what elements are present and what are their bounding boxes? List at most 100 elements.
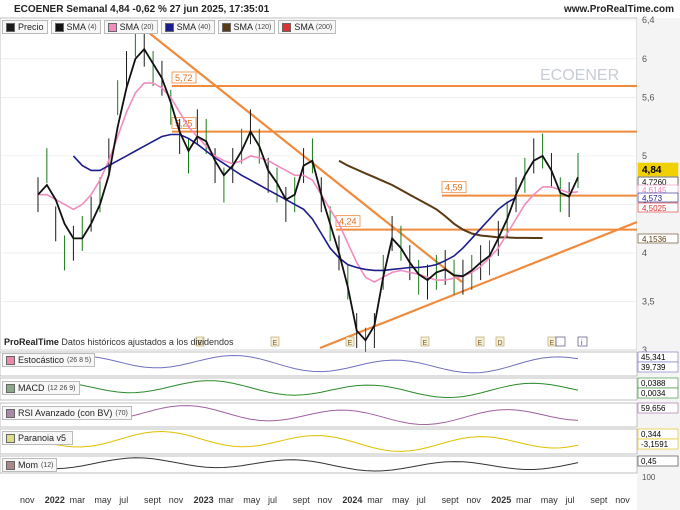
x-tick-label: mar (367, 495, 383, 505)
panel-label-paranoia[interactable]: Paranoia v5 (2, 431, 74, 445)
x-tick-label: may (541, 495, 559, 505)
legend-sma40[interactable]: SMA (40) (160, 20, 215, 34)
indicator-value: 0,344 (641, 430, 662, 439)
y-tick-label: 5 (642, 151, 647, 161)
level-label: 5,25 (175, 119, 193, 129)
sma4-line (37, 47, 579, 342)
adjusted-note: Datos históricos ajustados a los dividen… (61, 337, 234, 347)
x-tick-label: jul (267, 495, 277, 505)
calendar-icon (555, 336, 566, 347)
legend-sma20[interactable]: SMA (20) (103, 20, 158, 34)
indicator-line (37, 430, 579, 452)
indicator-line (37, 457, 579, 472)
indicator-line (37, 354, 579, 374)
indicator-value-box (637, 438, 679, 450)
legend-sma200[interactable]: SMA (200) (278, 20, 337, 34)
panel-label-rsi[interactable]: RSI Avanzado (con BV) (70) (2, 406, 132, 420)
indicator-value: 45,341 (641, 353, 666, 362)
price-axis-label: 4,84 (642, 165, 662, 176)
price-axis-label-box (637, 192, 679, 203)
indicator-value: 59,656 (641, 404, 666, 413)
x-tick-label: sept (144, 495, 162, 505)
x-tick-label: jul (416, 495, 426, 505)
y-tick-label: 3,5 (642, 296, 655, 306)
price-axis-label-box (637, 233, 679, 244)
indicator-panel-frame (0, 428, 638, 455)
y-tick-label: 4 (642, 248, 647, 258)
x-tick-label: sept (442, 495, 460, 505)
level-label-box (171, 117, 197, 130)
x-tick-label: nov (20, 495, 35, 505)
event-marker (195, 336, 205, 347)
brand-label: ProRealTime (4, 337, 59, 347)
x-tick-label: 2025 (491, 495, 511, 505)
indicator-panel-frame (0, 351, 638, 377)
event-marker (270, 336, 280, 347)
x-tick-label: nov (318, 495, 333, 505)
indicator-value: 0,0388 (641, 379, 666, 388)
x-tick-label: may (392, 495, 410, 505)
indicator-value: 0,0034 (641, 389, 666, 398)
indicator-value-box (637, 402, 679, 414)
x-tick-label: mar (70, 495, 86, 505)
price-axis-label: 4,5025 (642, 204, 667, 213)
level-label-box (171, 71, 197, 84)
indicator-value-box (637, 455, 679, 467)
level-label: 4,59 (445, 183, 463, 193)
y-tick-label: 6,4 (642, 15, 655, 25)
event-marker (420, 336, 430, 347)
x-tick-label: sept (590, 495, 608, 505)
legend-sma4[interactable]: SMA (4) (50, 20, 101, 34)
watermark-text: ECOENER (540, 67, 619, 84)
panel-label-macd[interactable]: MACD (12 26 9) (2, 381, 80, 395)
price-axis-label: 4,7260 (642, 178, 667, 187)
x-tick-label: jul (118, 495, 128, 505)
event-marker (495, 336, 505, 347)
x-tick-label: 2024 (342, 495, 362, 505)
indicator-line (37, 380, 579, 399)
indicator-value: 39,739 (641, 363, 666, 372)
info-icon (577, 336, 588, 347)
event-marker-label: D (498, 340, 503, 347)
price-axis-label: 4,573 (642, 194, 663, 203)
indicator-panel-frame (0, 455, 638, 474)
event-marker-label: E (478, 340, 483, 347)
panel-label-stochastic[interactable]: Estocástico (26 8 5) (2, 353, 96, 367)
indicator-legend: Precio SMA (4) SMA (20) SMA (40) SMA (120) S… (2, 20, 337, 34)
indicator-value: 0,45 (641, 457, 657, 466)
sma40-line (72, 133, 517, 272)
x-tick-label: nov (169, 495, 184, 505)
y-tick-label: 3 (642, 345, 647, 355)
price-axis-label: 4,6145 (642, 186, 667, 195)
x-tick-label: nov (615, 495, 630, 505)
indicator-value-box (637, 387, 679, 399)
site-url[interactable]: www.ProRealTime.com (563, 4, 674, 15)
level-label-box (335, 215, 361, 228)
indicator-value: -3,1591 (641, 440, 669, 449)
event-marker (475, 336, 485, 347)
price-axis-label: 4,1536 (642, 235, 667, 244)
event-marker-label: E (348, 340, 353, 347)
chart-header: ECOENER Semanal 4,84 -0,62 % 27 jun 2025… (0, 0, 680, 18)
event-marker (345, 336, 355, 347)
legend-sma120[interactable]: SMA (120) (217, 20, 276, 34)
x-tick-label: mar (516, 495, 532, 505)
x-tick-label: jul (565, 495, 575, 505)
ticker-title: ECOENER Semanal 4,84 -0,62 % 27 jun 2025… (14, 4, 270, 15)
event-marker-label: E (550, 340, 555, 347)
info-icon-label: i (581, 340, 583, 347)
x-tick-label: 2023 (194, 495, 214, 505)
level-label-box (441, 181, 467, 194)
panel-label-mom[interactable]: Mom (12) (2, 458, 58, 472)
indicator-value-box (637, 361, 679, 373)
legend-price[interactable]: Precio (2, 20, 48, 34)
sma120-line (338, 159, 543, 239)
event-marker-label: E (423, 340, 428, 347)
x-tick-label: mar (218, 495, 234, 505)
y-tick-label: 5,6 (642, 93, 655, 103)
event-marker-label: E (198, 340, 203, 347)
x-tick-label: nov (466, 495, 481, 505)
x-tick-label: may (94, 495, 112, 505)
price-axis-bg (637, 18, 680, 510)
